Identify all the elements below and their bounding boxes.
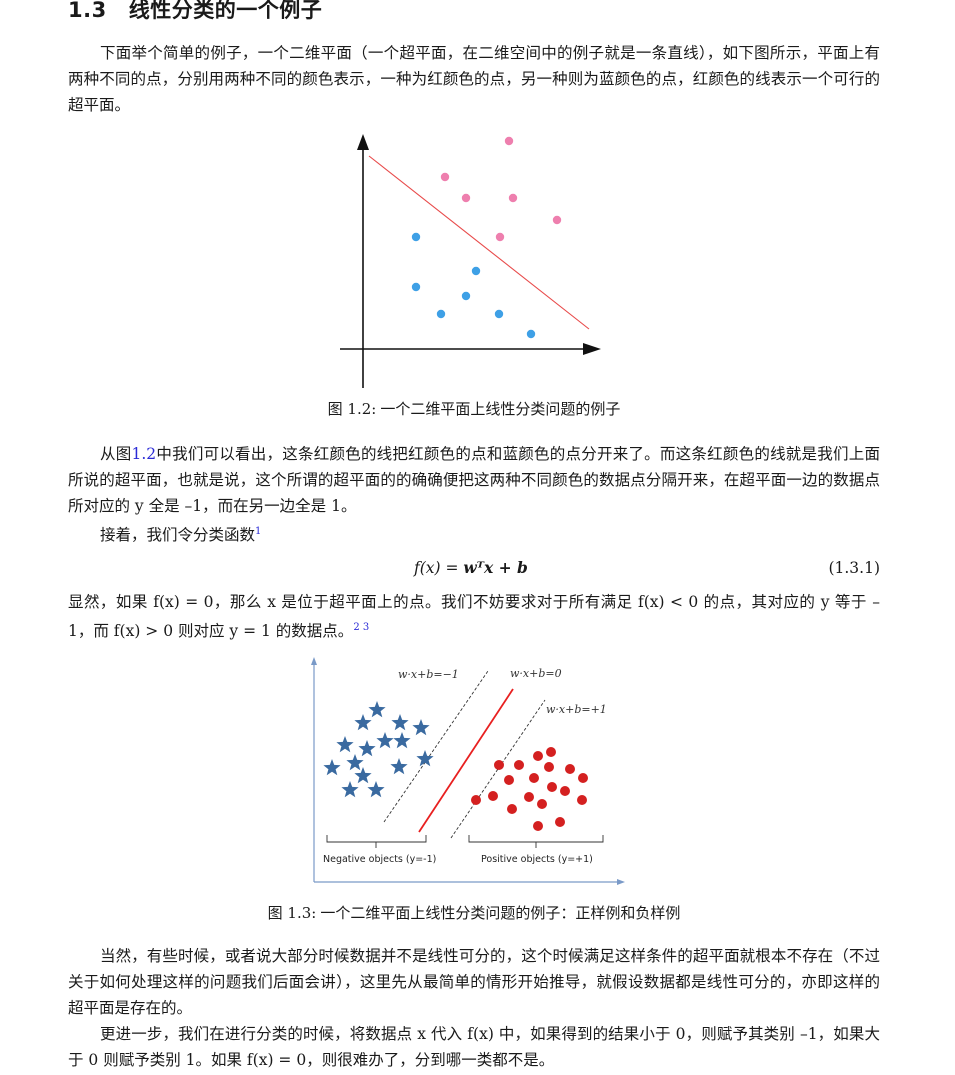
figure-1-2-blue-points [411,232,536,339]
pink-point [495,232,505,242]
positive-dot [560,786,570,796]
figure-1-3-caption-label: 图 1.3: [267,904,317,922]
blue-point [461,291,471,301]
negative-margin-line [383,670,489,823]
paragraph-decision-rule: 显然，如果 f(x) = 0，那么 x 是位于超平面上的点。我们不妨要求对于所有… [68,589,880,644]
positive-dot [494,760,504,770]
figure-1-2-pink-points [440,136,562,242]
negative-star [368,701,386,718]
figure-1-2-caption-text: 一个二维平面上线性分类问题的例子 [380,400,621,418]
positive-dot [529,773,539,783]
positive-dot [565,764,575,774]
blue-point [526,329,536,339]
positive-dot [524,792,534,802]
equation-lhs: f(x) = [414,559,464,577]
positive-margin-label: w·x+b=+1 [546,703,607,716]
figure-1-2-separating-line [368,155,590,330]
negative-star [367,781,385,798]
paragraph-nonseparable: 当然，有些时候，或者说大部分时候数据并不是线性可分的，这个时候满足这样条件的超平… [68,947,880,1017]
positive-dot [533,821,543,831]
footnote-marker-1[interactable]: 1 [255,526,262,537]
negative-star [336,736,354,753]
negative-star [354,714,372,731]
positive-margin-line [450,699,546,839]
figure-1-3: w·x+b=−1 w·x+b=0 w·x+b=+1 Nega [311,657,625,885]
positive-dots [471,747,588,831]
figure-1-2 [340,134,601,388]
negative-star [346,754,364,771]
hyperplane-line [418,688,514,833]
negative-star [391,714,409,731]
pink-point [504,136,514,146]
negative-group-brace [326,835,427,848]
negative-star [341,781,359,798]
figure-1-2-axes [340,134,601,388]
positive-dot [578,773,588,783]
blue-point [411,232,421,242]
pink-point [508,193,518,203]
negative-group-label: Negative objects (y=-1) [323,854,436,865]
paragraph-decision-rule-text: 显然，如果 f(x) = 0，那么 x 是位于超平面上的点。我们不妨要求对于所有… [68,593,880,641]
positive-dot [533,751,543,761]
positive-dot [544,762,554,772]
paragraph-classifier-text: 接着，我们令分类函数 [100,526,256,545]
section-heading: 1.3 线性分类的一个例子 [68,0,322,24]
negative-star [416,750,434,767]
paragraph-intro: 下面举个简单的例子，一个二维平面（一个超平面，在二维空间中的例子就是一条直线），… [68,44,880,114]
negative-star [390,758,408,775]
figure-1-3-caption-text: 一个二维平面上线性分类问题的例子：正样例和负样例 [320,904,681,922]
positive-dot [555,817,565,827]
figure-1-3-axes [311,657,625,885]
figure-reference-link[interactable]: 1.2 [131,445,157,463]
pink-point [552,215,562,225]
blue-point [494,309,504,319]
negative-star [323,759,341,776]
blue-point [411,282,421,292]
positive-dot [504,775,514,785]
positive-dot [507,804,517,814]
positive-dot [537,799,547,809]
section-title: 线性分类的一个例子 [128,0,323,22]
paragraph-hyperplane-lead: 从图 [100,445,132,463]
negative-star [412,719,430,736]
equation-rhs: wᵀx + b [463,558,528,577]
negative-star [393,732,411,749]
negative-star [354,767,372,784]
positive-group-label: Positive objects (y=+1) [481,854,593,865]
positive-group-brace [468,835,604,848]
figure-1-3-caption: 图 1.3: 一个二维平面上线性分类问题的例子：正样例和负样例 [68,902,880,923]
equation-formula: f(x) = wᵀx + b [414,555,528,581]
figure-1-2-caption-label: 图 1.2: [327,400,377,418]
section-number: 1.3 [68,0,107,22]
equation-number: (1.3.1) [828,559,880,577]
negative-margin-label: w·x+b=−1 [398,668,459,681]
pink-point [461,193,471,203]
blue-point [436,309,446,319]
footnote-markers-2-3[interactable]: 2 3 [353,622,370,633]
blue-point [471,266,481,276]
paragraph-classification-rule: 更进一步，我们在进行分类的时候，将数据点 x 代入 f(x) 中，如果得到的结果… [68,1025,880,1069]
positive-dot [547,782,557,792]
figure-1-2-caption: 图 1.2: 一个二维平面上线性分类问题的例子 [68,398,880,419]
negative-stars [323,701,434,798]
pink-point [440,172,450,182]
positive-dot [488,791,498,801]
hyperplane-label: w·x+b=0 [510,667,562,680]
positive-dot [514,760,524,770]
equation-1-3-1: f(x) = wᵀx + b (1.3.1) [68,555,880,581]
negative-star [376,732,394,749]
positive-dot [546,747,556,757]
positive-dot [577,795,587,805]
positive-dot [471,795,481,805]
paragraph-classifier: 接着，我们令分类函数1 [68,519,880,548]
paragraph-hyperplane-body: 中我们可以看出，这条红颜色的线把红颜色的点和蓝颜色的点分开来了。而这条红颜色的线… [68,445,880,515]
negative-star [358,740,376,757]
paragraph-hyperplane: 从图1.2中我们可以看出，这条红颜色的线把红颜色的点和蓝颜色的点分开来了。而这条… [68,441,880,519]
